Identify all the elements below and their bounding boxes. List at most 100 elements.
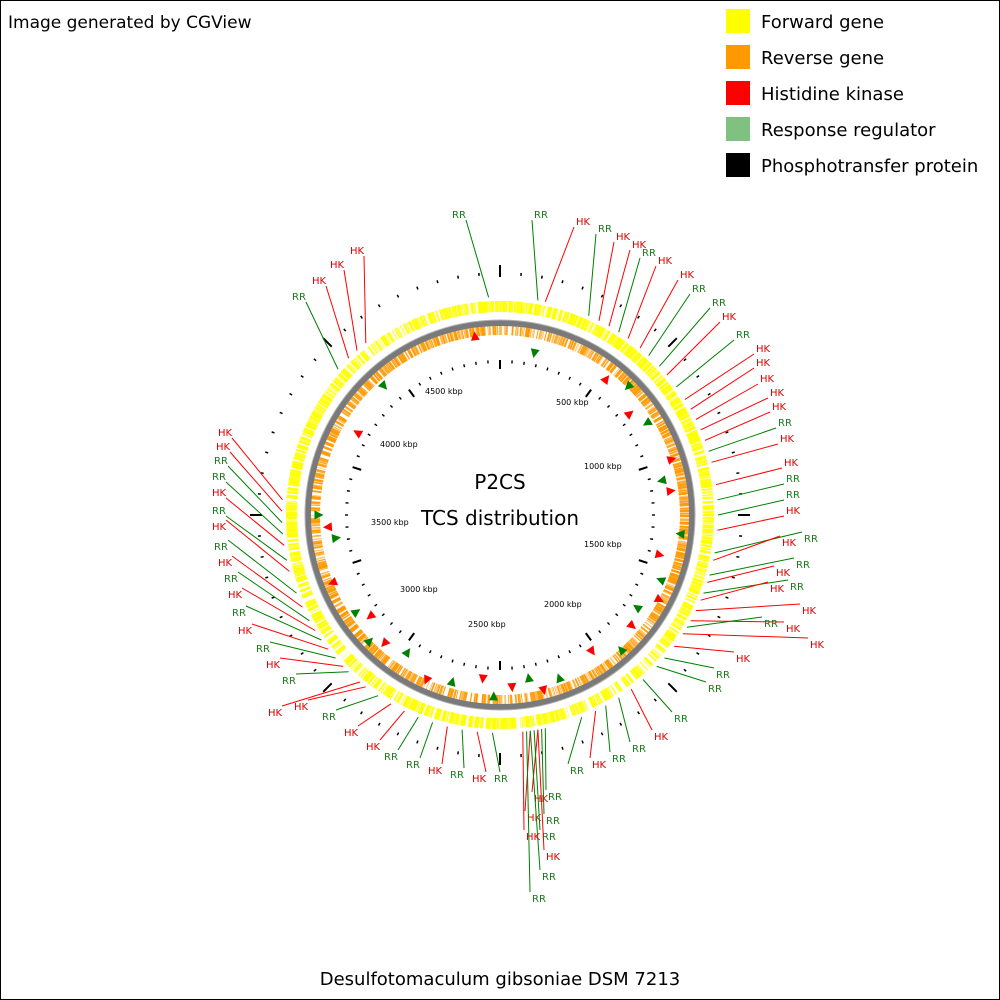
forward-gene-mark (614, 338, 623, 349)
reverse-gene-mark (313, 481, 323, 484)
reverse-gene-mark (664, 438, 674, 444)
forward-gene-mark (538, 304, 542, 316)
forward-gene-mark (544, 712, 549, 724)
reverse-gene-mark (314, 478, 324, 482)
forward-gene-mark (297, 443, 309, 449)
reverse-gene-mark (436, 684, 441, 694)
reverse-gene-mark (316, 556, 326, 561)
reverse-gene-mark (402, 352, 408, 361)
reverse-gene-mark (664, 587, 674, 592)
forward-gene-mark (400, 694, 407, 705)
forward-gene-mark (534, 304, 538, 316)
forward-gene-mark (304, 427, 315, 434)
reverse-gene-mark (321, 451, 331, 457)
forward-gene-mark (306, 600, 317, 608)
hk-callout-label: HK (212, 488, 227, 499)
hk-callout-line (441, 726, 448, 765)
forward-gene-mark (702, 493, 714, 496)
forward-gene-mark (556, 709, 561, 721)
forward-gene-mark (638, 358, 647, 368)
reverse-gene-mark (464, 691, 468, 701)
reverse-gene-mark (679, 502, 689, 505)
reverse-gene-mark (659, 426, 668, 433)
forward-gene-mark (547, 306, 553, 319)
reverse-gene-mark (608, 363, 615, 372)
forward-gene-mark (699, 473, 711, 477)
forward-gene-mark (550, 711, 555, 723)
reverse-gene-mark (321, 574, 331, 579)
forward-gene-mark (690, 441, 702, 448)
forward-gene-mark (396, 692, 403, 703)
reverse-gene-mark (358, 634, 367, 642)
forward-gene-mark (325, 390, 335, 398)
reverse-gene-mark (449, 688, 454, 698)
reverse-gene-mark (435, 337, 440, 346)
reverse-gene-mark (428, 339, 434, 349)
forward-gene-mark (347, 657, 356, 666)
reverse-gene-mark (439, 335, 444, 345)
forward-gene-mark (631, 668, 641, 678)
rr-callout-label: RR (786, 474, 800, 485)
forward-gene-mark (333, 642, 343, 650)
reverse-gene-mark (321, 452, 330, 457)
rr-callout-line (237, 571, 310, 622)
reverse-gene-mark (382, 365, 390, 374)
reverse-gene-mark (393, 663, 401, 673)
rr-callout-label: RR (214, 542, 228, 553)
forward-gene-mark (684, 598, 696, 604)
forward-gene-mark (701, 534, 714, 537)
reverse-gene-mark (335, 420, 345, 426)
reverse-gene-mark (529, 328, 533, 338)
forward-gene-mark (590, 695, 598, 707)
forward-gene-mark (426, 705, 431, 717)
forward-gene-mark (684, 597, 696, 604)
forward-gene-mark (374, 679, 382, 689)
forward-gene-mark (478, 302, 481, 314)
forward-gene-mark (367, 674, 376, 685)
reverse-gene-mark (650, 410, 659, 418)
rr-callout-line (703, 579, 789, 594)
forward-gene-mark (662, 387, 673, 396)
forward-gene-mark (384, 333, 392, 345)
forward-gene-mark (345, 655, 355, 665)
forward-gene-mark (691, 443, 703, 449)
hk-callout-label: HK (218, 558, 233, 569)
reverse-gene-mark (628, 639, 637, 647)
forward-gene-mark (592, 324, 600, 336)
rr-callout-label: RR (282, 676, 296, 687)
forward-gene-mark (428, 706, 435, 718)
forward-gene-mark (313, 614, 324, 622)
ruler-tick-labels: 500 kbp 1000 kbp 1500 kbp 2000 kbp 2500 … (371, 387, 622, 629)
rr-callout-label: RR (224, 574, 238, 585)
forward-gene-mark (696, 460, 708, 466)
forward-gene-mark (651, 372, 661, 381)
reverse-gene-mark (369, 644, 377, 653)
hk-arrow (366, 610, 377, 620)
forward-gene-mark (623, 344, 631, 355)
legend-item-response-regulator: Response regulator (726, 117, 936, 141)
forward-gene-mark (691, 445, 703, 451)
forward-gene-mark (358, 667, 367, 676)
forward-gene-mark (290, 557, 302, 561)
ruler-tick (429, 376, 432, 380)
reverse-gene-mark (677, 543, 687, 546)
forward-gene-mark (577, 702, 583, 713)
forward-gene-mark (293, 456, 305, 461)
reverse-gene-mark (553, 334, 558, 344)
reverse-gene-mark (596, 355, 603, 364)
reverse-gene-mark (572, 679, 578, 689)
forward-gene-mark (607, 686, 615, 697)
forward-gene-mark (311, 411, 323, 419)
rr-callout-label: RR (214, 456, 228, 467)
rr-arrow (556, 673, 565, 684)
ruler-tick (367, 433, 371, 437)
reverse-gene-mark (477, 327, 481, 337)
reverse-gene-mark (674, 559, 684, 563)
hk-callout-line (682, 633, 809, 639)
forward-gene-mark (296, 445, 308, 452)
forward-gene-mark (519, 716, 522, 729)
reverse-gene-mark (673, 464, 683, 469)
reverse-gene-mark (679, 496, 689, 500)
reverse-gene-mark (357, 389, 366, 397)
forward-gene-mark (375, 679, 383, 690)
